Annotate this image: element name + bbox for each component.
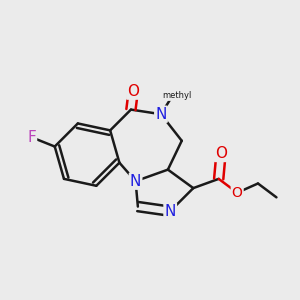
Text: N: N (164, 204, 176, 219)
Text: O: O (127, 84, 139, 99)
Text: O: O (215, 146, 227, 161)
Text: N: N (130, 174, 141, 189)
Text: N: N (155, 107, 167, 122)
Text: methyl: methyl (162, 91, 192, 100)
Text: F: F (27, 130, 36, 145)
Text: O: O (232, 186, 243, 200)
